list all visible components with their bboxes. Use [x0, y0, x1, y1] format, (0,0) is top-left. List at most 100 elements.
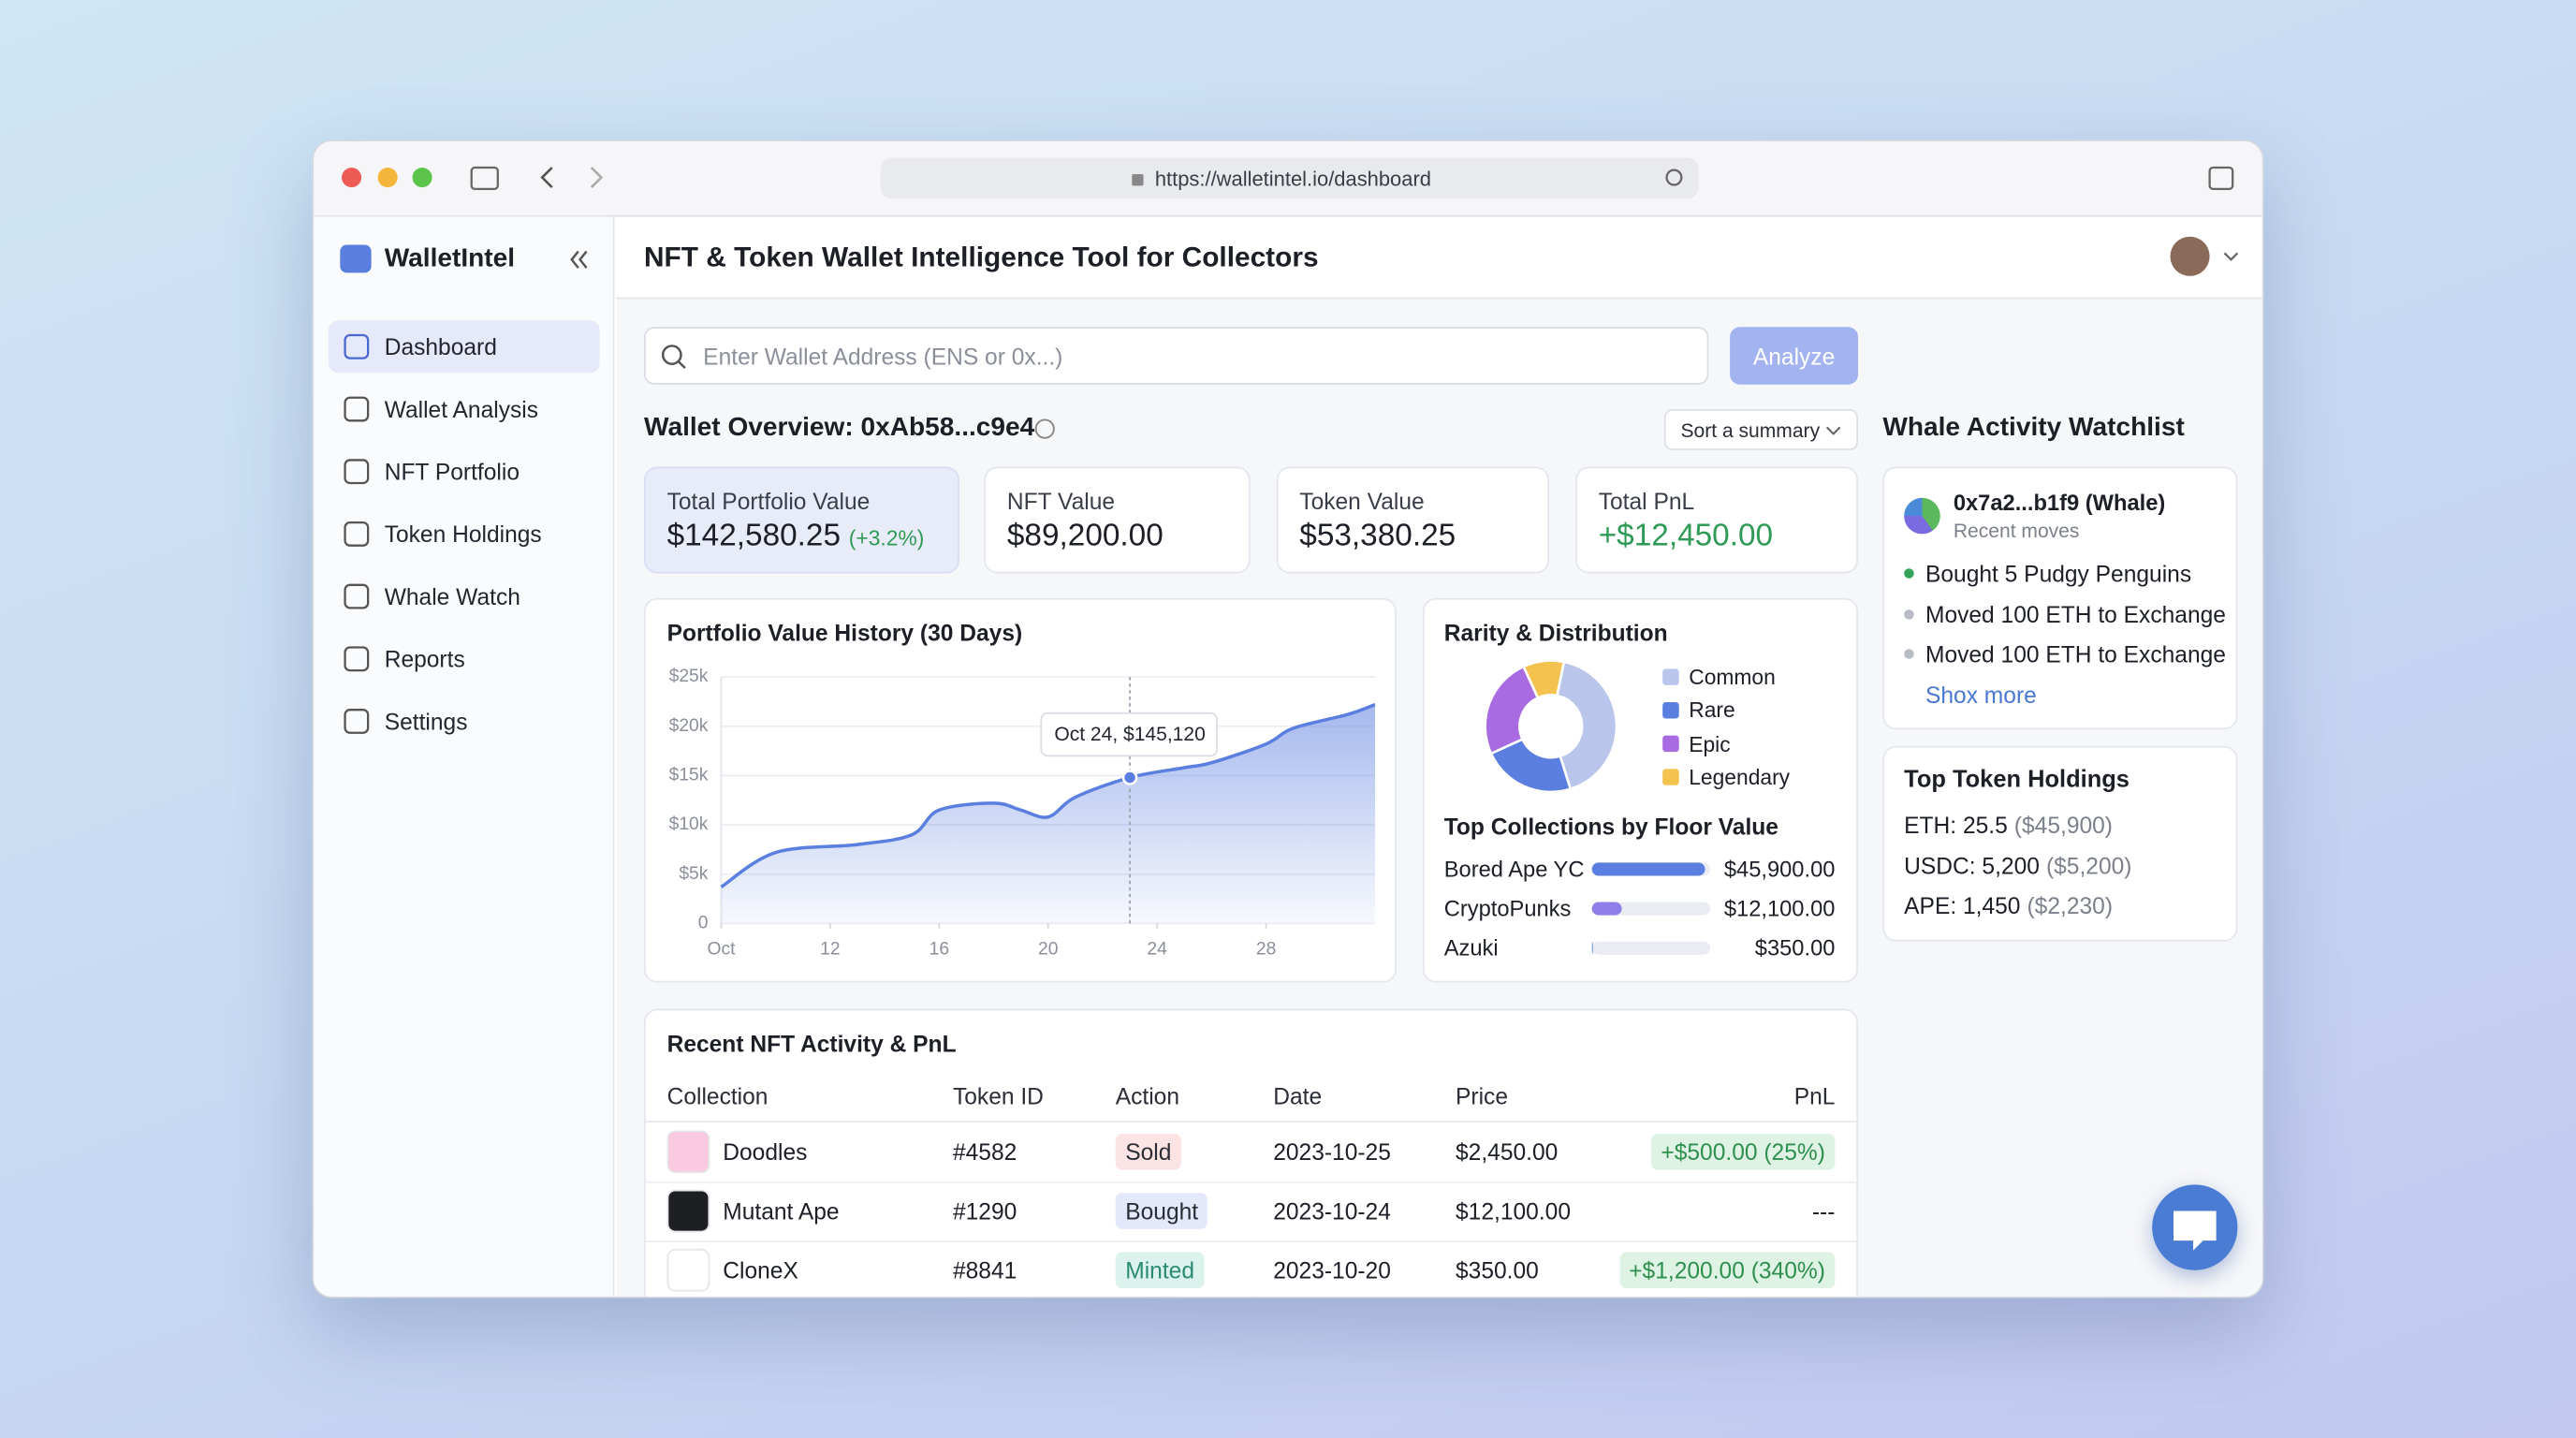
collection-name: CryptoPunks [1443, 896, 1572, 921]
whale-move: Moved 100 ETH to Exchange [1925, 600, 2226, 627]
nav-item[interactable]: Wallet Analysis [384, 395, 539, 423]
nav-item[interactable]: Reports [384, 645, 465, 672]
move-dot [1904, 649, 1914, 659]
card-label: Token Value [1299, 488, 1425, 515]
sort-dropdown[interactable] [1663, 409, 1859, 450]
cell: 2023-10-20 [1273, 1256, 1391, 1284]
legend-label: Epic [1689, 731, 1731, 756]
collection-icon [666, 1130, 710, 1174]
whale-name: 0x7a2...b1f9 (Whale) [1953, 490, 2166, 516]
rarity-panel [1422, 597, 1859, 983]
card [1276, 466, 1550, 574]
card-value-text: $53,380.25 [1299, 519, 1456, 554]
cell: Doodles [723, 1138, 808, 1166]
table-title: Recent NFT Activity & PnL [666, 1030, 957, 1057]
brand-name: WalletIntel [384, 244, 516, 273]
show-more[interactable]: Shox more [1925, 682, 2037, 709]
column-header: Collection [666, 1082, 768, 1109]
whale-panel [1882, 466, 2238, 730]
token-value: ($45,900) [2013, 812, 2114, 839]
card-value: +$12,450.00 [1599, 520, 1773, 556]
card-label: Total PnL [1598, 488, 1695, 515]
column-header: Action [1115, 1082, 1180, 1109]
token-label: ETH: 25.5 [1904, 812, 2008, 839]
row-divider [645, 1181, 1857, 1183]
whale-move: Bought 5 Pudgy Penguins [1925, 560, 2192, 587]
move-dot [1904, 609, 1914, 619]
cell: $12,100.00 [1456, 1197, 1572, 1225]
action-badge: Bought [1115, 1193, 1208, 1229]
card-label: Total Portfolio Value [666, 488, 871, 515]
search-placeholder: Enter Wallet Address (ENS or 0x...) [703, 343, 1063, 370]
legend-label: Common [1689, 664, 1776, 690]
header-divider [616, 297, 2262, 300]
card [984, 466, 1251, 574]
pnl-cell: +$500.00 (25%) [1650, 1134, 1836, 1170]
legend-label: Legendary [1689, 764, 1791, 790]
nav-item[interactable]: Settings [384, 708, 468, 735]
token-row: APE: 1,450 ($2,230) [1904, 892, 2113, 918]
cell: #8841 [952, 1256, 1017, 1284]
cell: 2023-10-24 [1273, 1197, 1391, 1225]
cell: $350.00 [1456, 1256, 1539, 1284]
sort-label[interactable]: Sort a summary [1680, 418, 1821, 443]
nav-item[interactable]: Token Holdings [384, 521, 542, 548]
card-value-text: +$12,450.00 [1598, 519, 1774, 554]
card-change: (+3.2%) [848, 525, 925, 550]
analyze-button[interactable]: Analyze [1730, 327, 1859, 385]
overview-title: Wallet Overview: 0xAb58...c9e4 [643, 414, 1035, 443]
browser-window: Analyze https://walletintel.io/dashboard W… [312, 139, 2264, 1299]
search-box[interactable] [643, 327, 1709, 385]
nav-item[interactable]: Dashboard [384, 333, 497, 360]
page-title: NFT & Token Wallet Intelligence Tool for… [643, 241, 1319, 273]
nav-active-bg [329, 320, 600, 374]
card-label: NFT Value [1006, 488, 1116, 515]
window-content: Analyze https://walletintel.io/dashboard W… [314, 140, 2262, 1297]
collection-value: $12,100.00 [1723, 896, 1836, 921]
nav-item[interactable]: NFT Portfolio [384, 458, 520, 485]
column-header: Price [1456, 1082, 1509, 1109]
card [643, 466, 959, 574]
cell: #4582 [952, 1138, 1017, 1166]
avatar-caret [2223, 252, 2239, 261]
action-badge: Minted [1115, 1252, 1205, 1288]
section-title: Top Token Holdings [1904, 767, 2130, 794]
collection-icon [666, 1189, 710, 1233]
column-header: PnL [1793, 1082, 1836, 1109]
history-panel [643, 597, 1397, 983]
tokens-panel [1882, 745, 2238, 942]
chart-title: Rarity & Distribution [1443, 619, 1668, 646]
collection-value: $350.00 [1754, 935, 1836, 961]
cell: #1290 [952, 1197, 1017, 1225]
user-avatar [2170, 236, 2210, 276]
token-row: ETH: 25.5 ($45,900) [1904, 812, 2113, 838]
whale-avatar [1904, 497, 1940, 535]
nav-item[interactable]: Whale Watch [384, 583, 520, 610]
pnl-cell: +$1,200.00 (340%) [1618, 1252, 1836, 1288]
cell: 2023-10-25 [1273, 1138, 1391, 1166]
token-label: APE: 1,450 [1904, 892, 2021, 919]
card [1575, 466, 1859, 574]
whale-move: Moved 100 ETH to Exchange [1925, 640, 2226, 668]
collection-name: Bored Ape YC [1443, 857, 1585, 882]
sidebar [314, 216, 615, 1297]
section-title: Whale Activity Watchlist [1882, 414, 2185, 443]
row-divider [645, 1240, 1857, 1242]
chat-button[interactable] [2152, 1184, 2238, 1270]
collection-value: $45,900.00 [1723, 857, 1836, 882]
cell: CloneX [723, 1256, 798, 1284]
action-badge: Sold [1115, 1134, 1181, 1170]
cell: $2,450.00 [1456, 1138, 1559, 1166]
legend-label: Rare [1689, 697, 1735, 723]
url-bar[interactable] [880, 157, 1699, 199]
whale-subtitle: Recent moves [1953, 519, 2080, 543]
url-text: https://walletintel.io/dashboard [1154, 168, 1431, 191]
chart-title: Portfolio Value History (30 Days) [666, 619, 1023, 646]
card-value: $53,380.25 [1299, 520, 1456, 556]
token-value: ($2,230) [2027, 892, 2114, 919]
pnl-cell: --- [1811, 1197, 1836, 1225]
card-value-text: $142,580.25 [666, 519, 842, 554]
